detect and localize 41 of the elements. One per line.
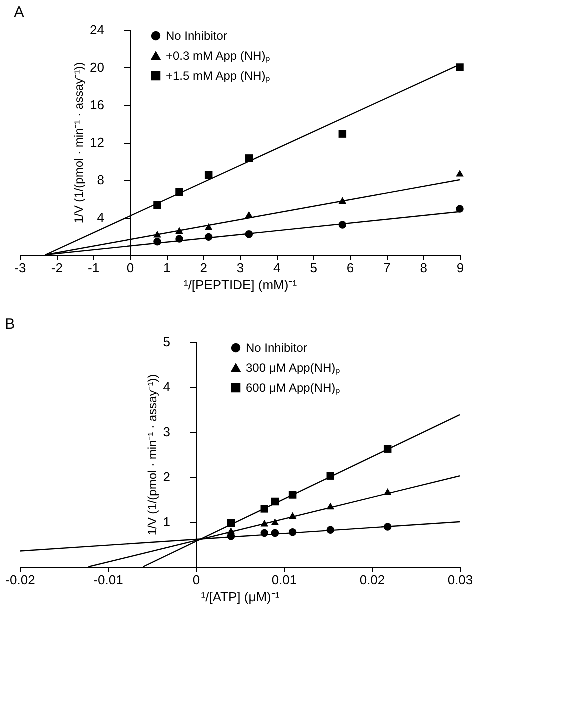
x-tick-label: -0.01 (94, 572, 124, 588)
x-tick-label: 0.03 (448, 572, 474, 588)
chart-title: B (5, 316, 16, 333)
legend-label: +1.5 mM App (NH)ₚ (166, 69, 271, 83)
x-tick-label: 8 (420, 260, 428, 276)
y-tick-label: 1 (163, 514, 170, 530)
x-tick-label: 6 (346, 260, 354, 276)
legend-label: 300 μM App(NH)ₚ (246, 361, 341, 375)
y-tick-label: 3 (163, 424, 170, 440)
y-tick-label: 20 (90, 60, 104, 75)
x-tick-label: 9 (456, 260, 464, 276)
y-tick-label: 4 (97, 210, 104, 225)
y-tick-label: 24 (90, 22, 104, 38)
x-axis-title: ¹/[ATP] (μM)⁻¹ (201, 590, 280, 604)
y-tick-label: 12 (90, 135, 104, 150)
y-axis-title: 1/V (1/(pmol · min⁻¹ · assay⁻¹)) (72, 62, 86, 224)
y-tick-label: 4 (163, 380, 170, 394)
chart-title: A (14, 4, 24, 21)
y-axis-title: 1/V (1/(pmol · min⁻¹ · assay⁻¹)) (145, 374, 160, 536)
x-tick-label: -2 (51, 260, 63, 276)
x-tick-label: -3 (14, 260, 26, 276)
x-tick-label: 0.01 (272, 572, 298, 588)
x-axis-title: ¹/[PEPTIDE] (mM)⁻¹ (184, 278, 298, 292)
y-tick-label: 16 (90, 98, 104, 112)
y-tick-label: 8 (97, 172, 104, 188)
x-tick-label: 0.02 (360, 572, 386, 588)
x-tick-label: 0 (192, 572, 200, 588)
x-tick-label: 0 (126, 260, 134, 276)
x-tick-label: 3 (236, 260, 244, 276)
x-tick-label: 5 (310, 260, 318, 276)
x-tick-label: 2 (200, 260, 208, 276)
legend-label: 600 μM App(NH)ₚ (246, 381, 341, 395)
legend-label: No Inhibitor (166, 29, 228, 43)
legend-label: +0.3 mM App (NH)ₚ (166, 49, 271, 63)
legend-label: No Inhibitor (246, 341, 308, 355)
y-tick-label: 5 (163, 334, 170, 350)
x-tick-label: -1 (88, 260, 100, 276)
x-tick-label: 4 (274, 260, 281, 276)
x-tick-label: 7 (384, 260, 391, 276)
x-tick-label: -0.02 (6, 572, 36, 588)
y-tick-label: 2 (163, 470, 170, 484)
